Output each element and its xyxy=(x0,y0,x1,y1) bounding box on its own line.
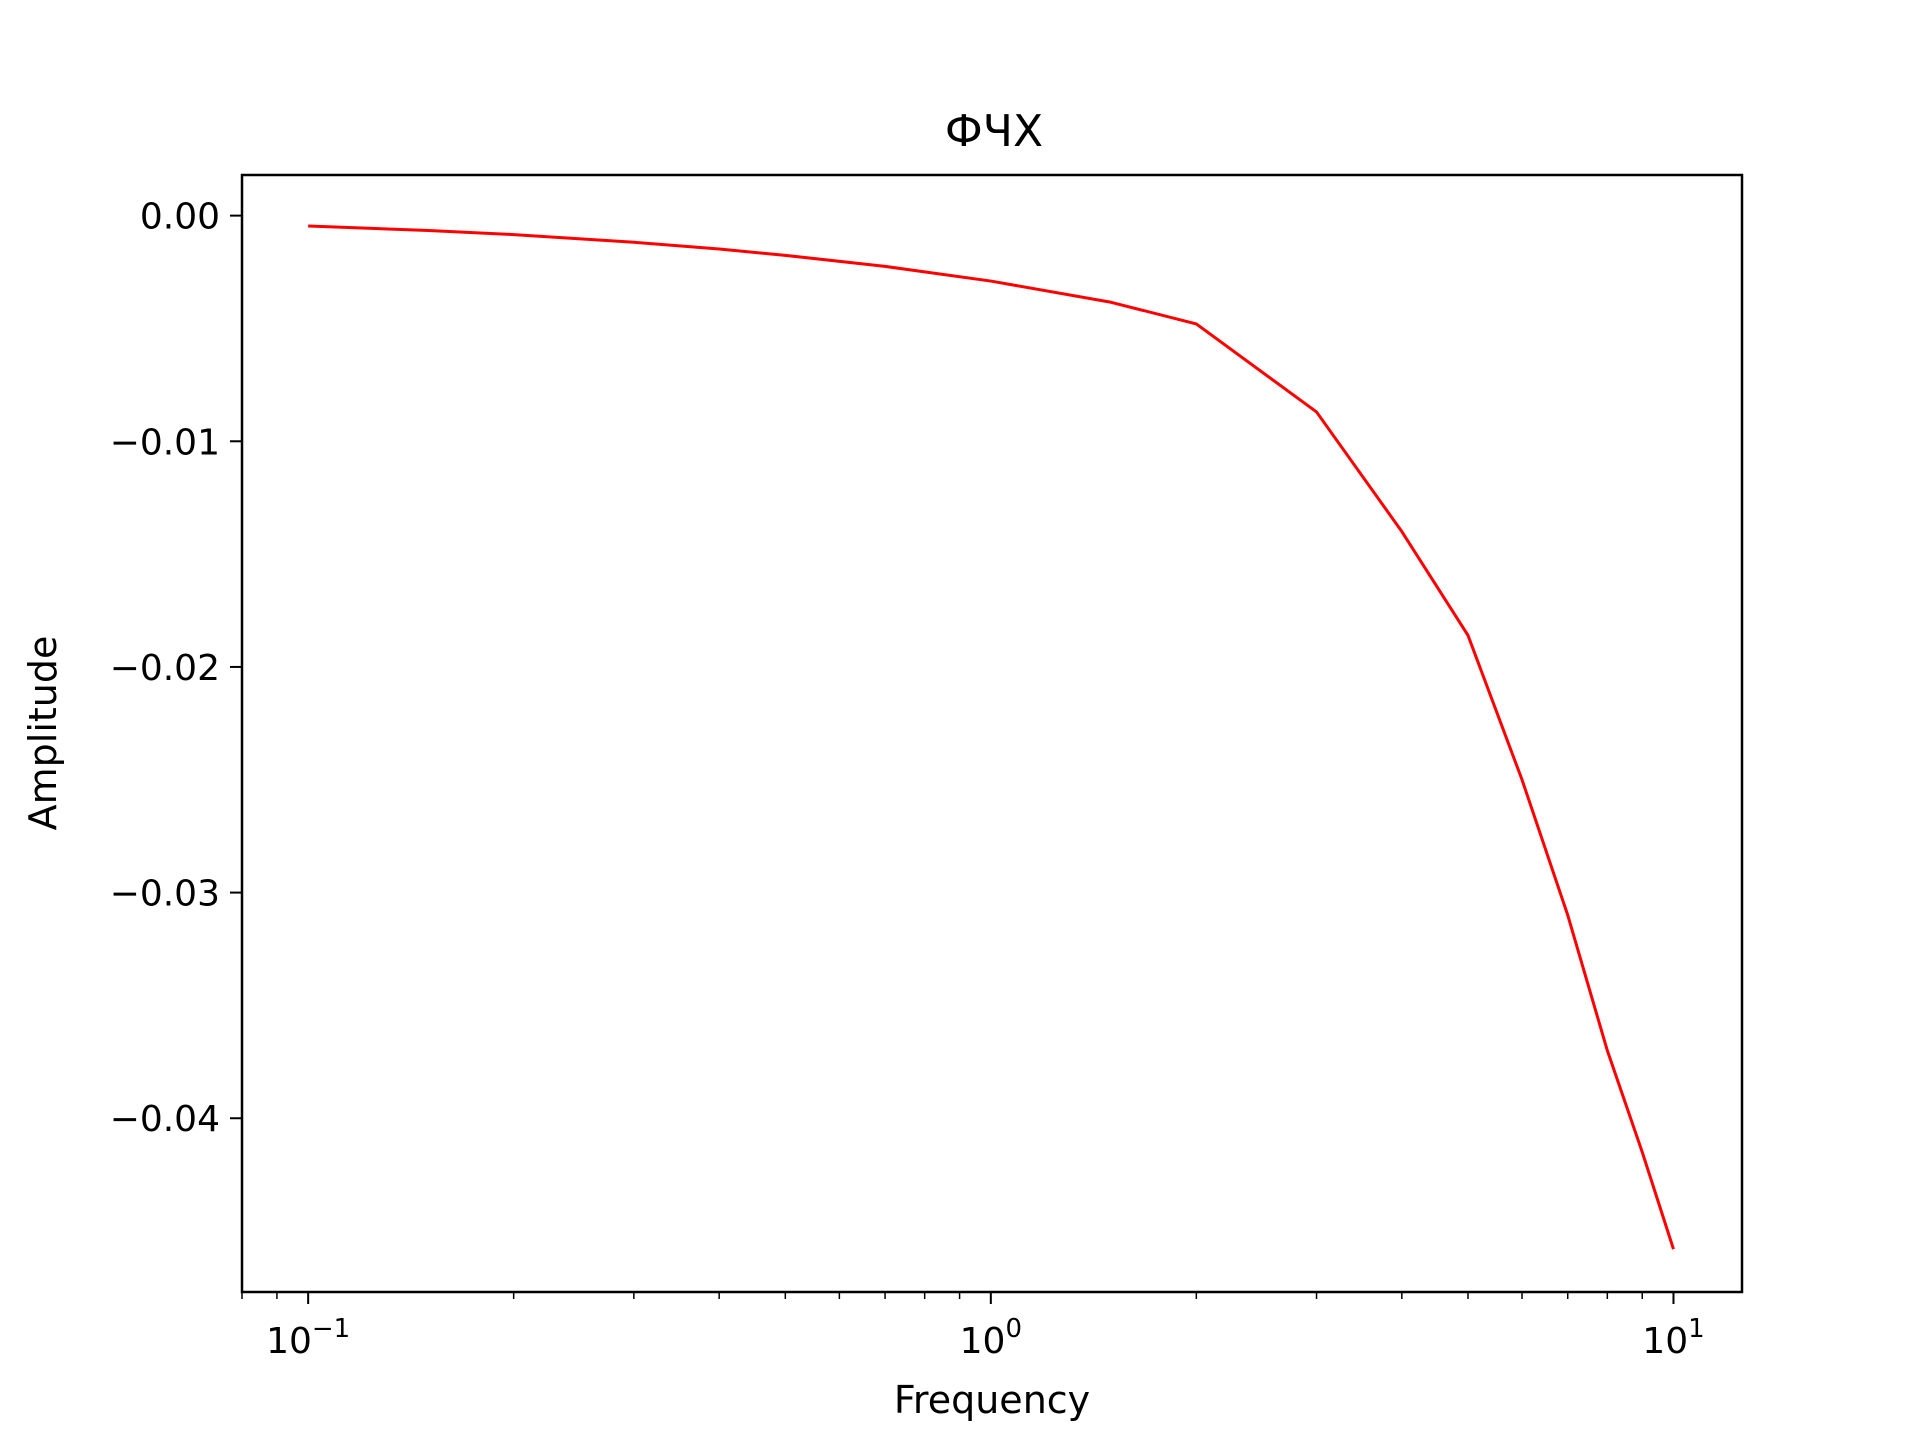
y-tick-label: 0.00 xyxy=(140,197,220,238)
x-tick-label: 10−1 xyxy=(266,1314,350,1362)
y-tick-label: −0.04 xyxy=(110,1099,220,1140)
y-axis-ticks: 0.00 −0.01 −0.02 −0.03 −0.04 xyxy=(110,197,242,1140)
x-axis-ticks: 10−1 100 101 xyxy=(241,1292,1705,1362)
y-tick-label: −0.03 xyxy=(110,874,220,915)
x-tick-label: 100 xyxy=(960,1314,1022,1362)
x-tick-label: 101 xyxy=(1642,1314,1704,1362)
series-line-0 xyxy=(308,224,1675,1250)
series-layer xyxy=(308,224,1675,1250)
y-axis-label: Amplitude xyxy=(21,636,65,831)
y-tick-label: −0.01 xyxy=(110,422,220,463)
x-axis-label: Frequency xyxy=(894,1378,1090,1422)
chart-title: ФЧХ xyxy=(945,106,1043,157)
y-tick-label: −0.02 xyxy=(110,648,220,689)
plot-frame xyxy=(240,173,1744,1294)
